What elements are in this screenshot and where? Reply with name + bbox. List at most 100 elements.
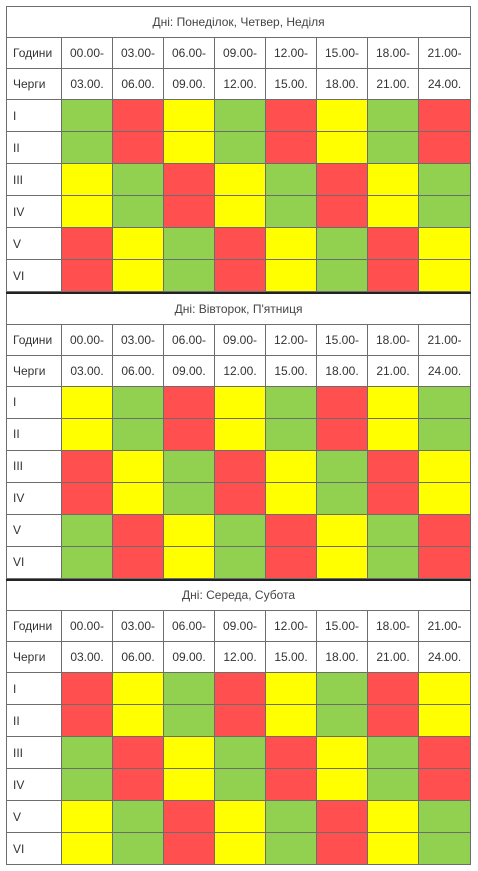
queue-label: III	[6, 163, 62, 196]
time-to-cell: 18.00.	[316, 354, 368, 387]
status-cell	[265, 736, 317, 769]
queue-row: IV	[6, 195, 472, 228]
queue-row: VI	[6, 259, 472, 292]
time-from-cell: 15.00-	[316, 37, 368, 69]
time-to-cell: 24.00.	[417, 641, 472, 673]
status-cell	[112, 163, 164, 196]
status-cell	[316, 259, 368, 292]
status-cell	[214, 449, 266, 483]
status-cell	[112, 704, 164, 737]
status-cell	[214, 163, 266, 196]
time-to-cell: 21.00.	[367, 641, 419, 673]
status-cell	[417, 704, 472, 737]
hours-label: Години	[6, 323, 62, 356]
time-to-cell: 15.00.	[265, 354, 317, 387]
time-from-cell: 15.00-	[316, 323, 368, 356]
status-cell	[367, 768, 419, 801]
status-cell	[61, 481, 113, 515]
status-cell	[417, 163, 472, 196]
status-cell	[316, 481, 368, 515]
status-cell	[163, 545, 215, 579]
status-cell	[214, 131, 266, 164]
status-cell	[316, 513, 368, 547]
status-cell	[417, 131, 472, 164]
queue-label: III	[6, 736, 62, 769]
status-cell	[61, 131, 113, 164]
time-to-cell: 24.00.	[417, 68, 472, 100]
status-cell	[316, 672, 368, 705]
status-cell	[316, 736, 368, 769]
status-cell	[265, 768, 317, 801]
status-cell	[367, 163, 419, 196]
status-cell	[417, 227, 472, 260]
time-from-cell: 18.00-	[367, 37, 419, 69]
status-cell	[316, 163, 368, 196]
status-cell	[112, 768, 164, 801]
status-cell	[367, 195, 419, 228]
queue-label: III	[6, 449, 62, 483]
status-cell	[417, 481, 472, 515]
time-from-cell: 00.00-	[61, 610, 113, 642]
time-to-cell: 15.00.	[265, 641, 317, 673]
queue-label: V	[6, 227, 62, 260]
queue-row: III	[6, 449, 472, 483]
status-cell	[61, 99, 113, 132]
time-to-cell: 09.00.	[163, 68, 215, 100]
status-cell	[61, 385, 113, 419]
status-cell	[163, 481, 215, 515]
status-cell	[417, 672, 472, 705]
status-cell	[214, 768, 266, 801]
status-cell	[61, 195, 113, 228]
status-cell	[214, 385, 266, 419]
queue-label: VI	[6, 259, 62, 292]
queue-row: II	[6, 131, 472, 164]
status-cell	[316, 227, 368, 260]
status-cell	[112, 545, 164, 579]
queue-row: VI	[6, 545, 472, 579]
queue-label: IV	[6, 768, 62, 801]
status-cell	[316, 545, 368, 579]
status-cell	[265, 259, 317, 292]
status-cell	[316, 832, 368, 865]
status-cell	[214, 417, 266, 451]
status-cell	[265, 449, 317, 483]
time-from-cell: 06.00-	[163, 610, 215, 642]
status-cell	[61, 832, 113, 865]
status-cell	[417, 417, 472, 451]
status-cell	[367, 481, 419, 515]
queue-label: IV	[6, 195, 62, 228]
time-to-cell: 06.00.	[112, 68, 164, 100]
status-cell	[214, 704, 266, 737]
status-cell	[112, 832, 164, 865]
status-cell	[61, 259, 113, 292]
status-cell	[163, 99, 215, 132]
time-from-cell: 06.00-	[163, 323, 215, 356]
queue-row: III	[6, 163, 472, 196]
status-cell	[417, 513, 472, 547]
status-cell	[265, 800, 317, 833]
time-from-cell: 06.00-	[163, 37, 215, 69]
status-cell	[265, 704, 317, 737]
status-cell	[265, 545, 317, 579]
time-from-cell: 21.00-	[417, 610, 472, 642]
time-from-cell: 12.00-	[265, 610, 317, 642]
status-cell	[417, 449, 472, 483]
time-to-cell: 18.00.	[316, 68, 368, 100]
status-cell	[214, 672, 266, 705]
time-from-cell: 18.00-	[367, 323, 419, 356]
status-cell	[112, 481, 164, 515]
time-to-cell: 12.00.	[214, 354, 266, 387]
time-from-cell: 21.00-	[417, 323, 472, 356]
status-cell	[163, 385, 215, 419]
time-to-cell: 06.00.	[112, 641, 164, 673]
time-from-cell: 12.00-	[265, 323, 317, 356]
queue-row: IV	[6, 768, 472, 801]
status-cell	[112, 195, 164, 228]
time-from-cell: 03.00-	[112, 37, 164, 69]
queue-label: II	[6, 704, 62, 737]
status-cell	[214, 195, 266, 228]
status-cell	[316, 800, 368, 833]
status-cell	[316, 131, 368, 164]
queue-row: V	[6, 800, 472, 833]
status-cell	[367, 449, 419, 483]
